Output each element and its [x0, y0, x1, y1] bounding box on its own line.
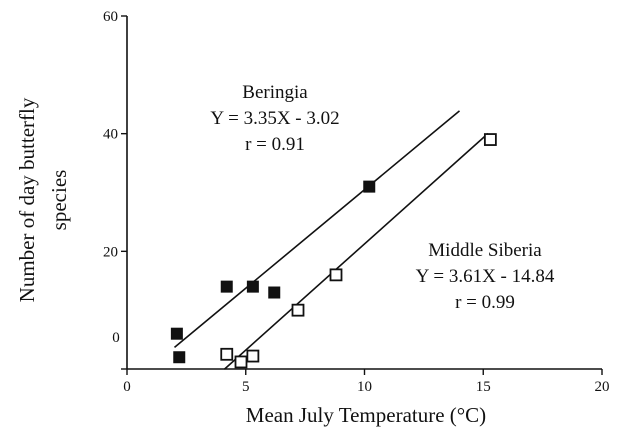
y-axis-title-line-2: species [47, 170, 71, 231]
y-axis-offscale-label: 0 [112, 330, 120, 346]
x-tick-label: 10 [357, 379, 372, 395]
beringia-annotation: Beringia Y = 3.35X - 3.02 r = 0.91 [210, 82, 339, 155]
axes: 0 5 10 15 20 20 40 60 [103, 9, 610, 395]
filled-square-marker [173, 351, 186, 364]
y-tick-label: 40 [103, 127, 118, 143]
y-axis-title-line-1: Number of day butterfly [15, 97, 39, 302]
beringia-equation: Y = 3.35X - 3.02 [210, 108, 339, 129]
middle-siberia-equation: Y = 3.61X - 14.84 [416, 266, 555, 287]
open-square-marker [483, 133, 497, 146]
x-axis-title: Mean July Temperature (°C) [246, 403, 486, 427]
open-square-marker [291, 303, 305, 317]
x-tick-label: 0 [123, 379, 131, 395]
beringia-r-value: r = 0.91 [245, 134, 305, 155]
open-square-marker [234, 355, 248, 369]
filled-square-marker [220, 280, 233, 293]
filled-square-marker [170, 327, 183, 340]
x-tick-label: 20 [595, 379, 610, 395]
regression-line [223, 132, 489, 370]
x-tick-label: 5 [242, 379, 250, 395]
y-tick-label: 60 [103, 9, 118, 25]
open-square-marker [246, 349, 260, 363]
middle-siberia-name: Middle Siberia [428, 240, 542, 261]
middle-siberia-r-value: r = 0.99 [455, 292, 515, 313]
filled-square-marker [246, 280, 259, 293]
filled-square-marker [363, 180, 376, 193]
y-tick-label: 20 [103, 244, 118, 260]
regression-lines [173, 110, 489, 370]
y-axis-title: Number of day butterfly species [15, 97, 71, 302]
beringia-name: Beringia [242, 82, 308, 103]
open-square-marker [220, 347, 234, 361]
open-square-marker [329, 268, 343, 282]
data-points [170, 133, 497, 369]
filled-square-marker [268, 286, 281, 299]
x-tick-label: 15 [476, 379, 491, 395]
middle-siberia-annotation: Middle Siberia Y = 3.61X - 14.84 r = 0.9… [416, 240, 555, 313]
regression-line [173, 110, 461, 348]
